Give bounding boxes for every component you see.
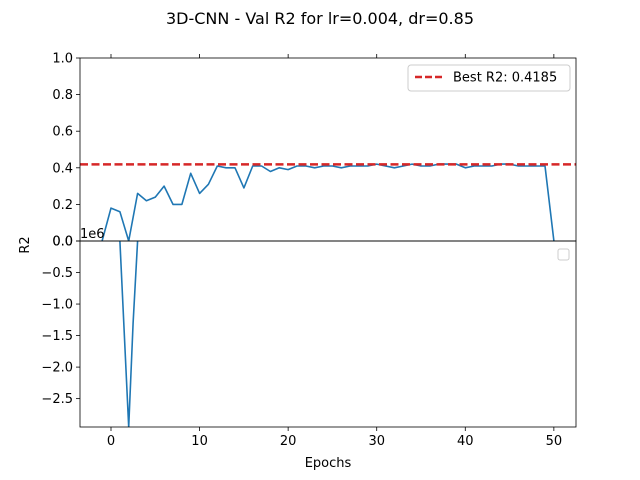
x-tick-label: 50 bbox=[546, 434, 563, 449]
upper-y-tick-label: 0.0 bbox=[52, 235, 73, 250]
lower-y-tick-label: −1.0 bbox=[41, 298, 73, 313]
upper-y-tick-label: 0.2 bbox=[52, 198, 73, 213]
legend-label: Best R2: 0.4185 bbox=[453, 71, 557, 86]
upper-y-tick-label: 0.8 bbox=[52, 88, 73, 103]
lower-y-tick-label: −0.5 bbox=[41, 266, 73, 281]
lower-y-tick-label: −2.0 bbox=[41, 361, 73, 376]
x-ticks: 0 10 20 30 40 50 bbox=[107, 54, 562, 449]
upper-y-tick-label: 0.6 bbox=[52, 125, 73, 140]
lower-y-tick-label: 0.0 bbox=[52, 235, 73, 250]
x-tick-label: 0 bbox=[107, 434, 115, 449]
lower-panel-frame bbox=[79, 240, 577, 428]
upper-series-line bbox=[101, 163, 555, 241]
legend: Best R2: 0.4185 bbox=[407, 64, 571, 92]
lower-y-tick-label: −2.5 bbox=[41, 392, 73, 407]
x-axis-label: Epochs bbox=[305, 456, 352, 471]
lower-series-line bbox=[119, 241, 139, 427]
y-axis-label: R2 bbox=[18, 236, 33, 253]
upper-y-tick-label: 0.4 bbox=[52, 161, 73, 176]
lower-panel: 0.0 −0.5 −1.0 −1.5 −2.0 −2.5 1e6 bbox=[41, 227, 577, 428]
lower-y-ticks: 0.0 −0.5 −1.0 −1.5 −2.0 −2.5 bbox=[41, 235, 80, 407]
x-tick-label: 30 bbox=[368, 434, 385, 449]
upper-y-tick-label: 1.0 bbox=[52, 52, 73, 67]
x-tick-label: 10 bbox=[191, 434, 208, 449]
upper-y-ticks: 0.0 0.2 0.4 0.6 0.8 1.0 bbox=[52, 52, 80, 250]
chart-title: 3D-CNN - Val R2 for lr=0.004, dr=0.85 bbox=[166, 9, 474, 28]
lower-y-tick-label: −1.5 bbox=[41, 329, 73, 344]
x-tick-label: 40 bbox=[457, 434, 474, 449]
offset-label: 1e6 bbox=[80, 227, 105, 242]
empty-legend bbox=[557, 248, 570, 261]
x-tick-label: 20 bbox=[280, 434, 297, 449]
